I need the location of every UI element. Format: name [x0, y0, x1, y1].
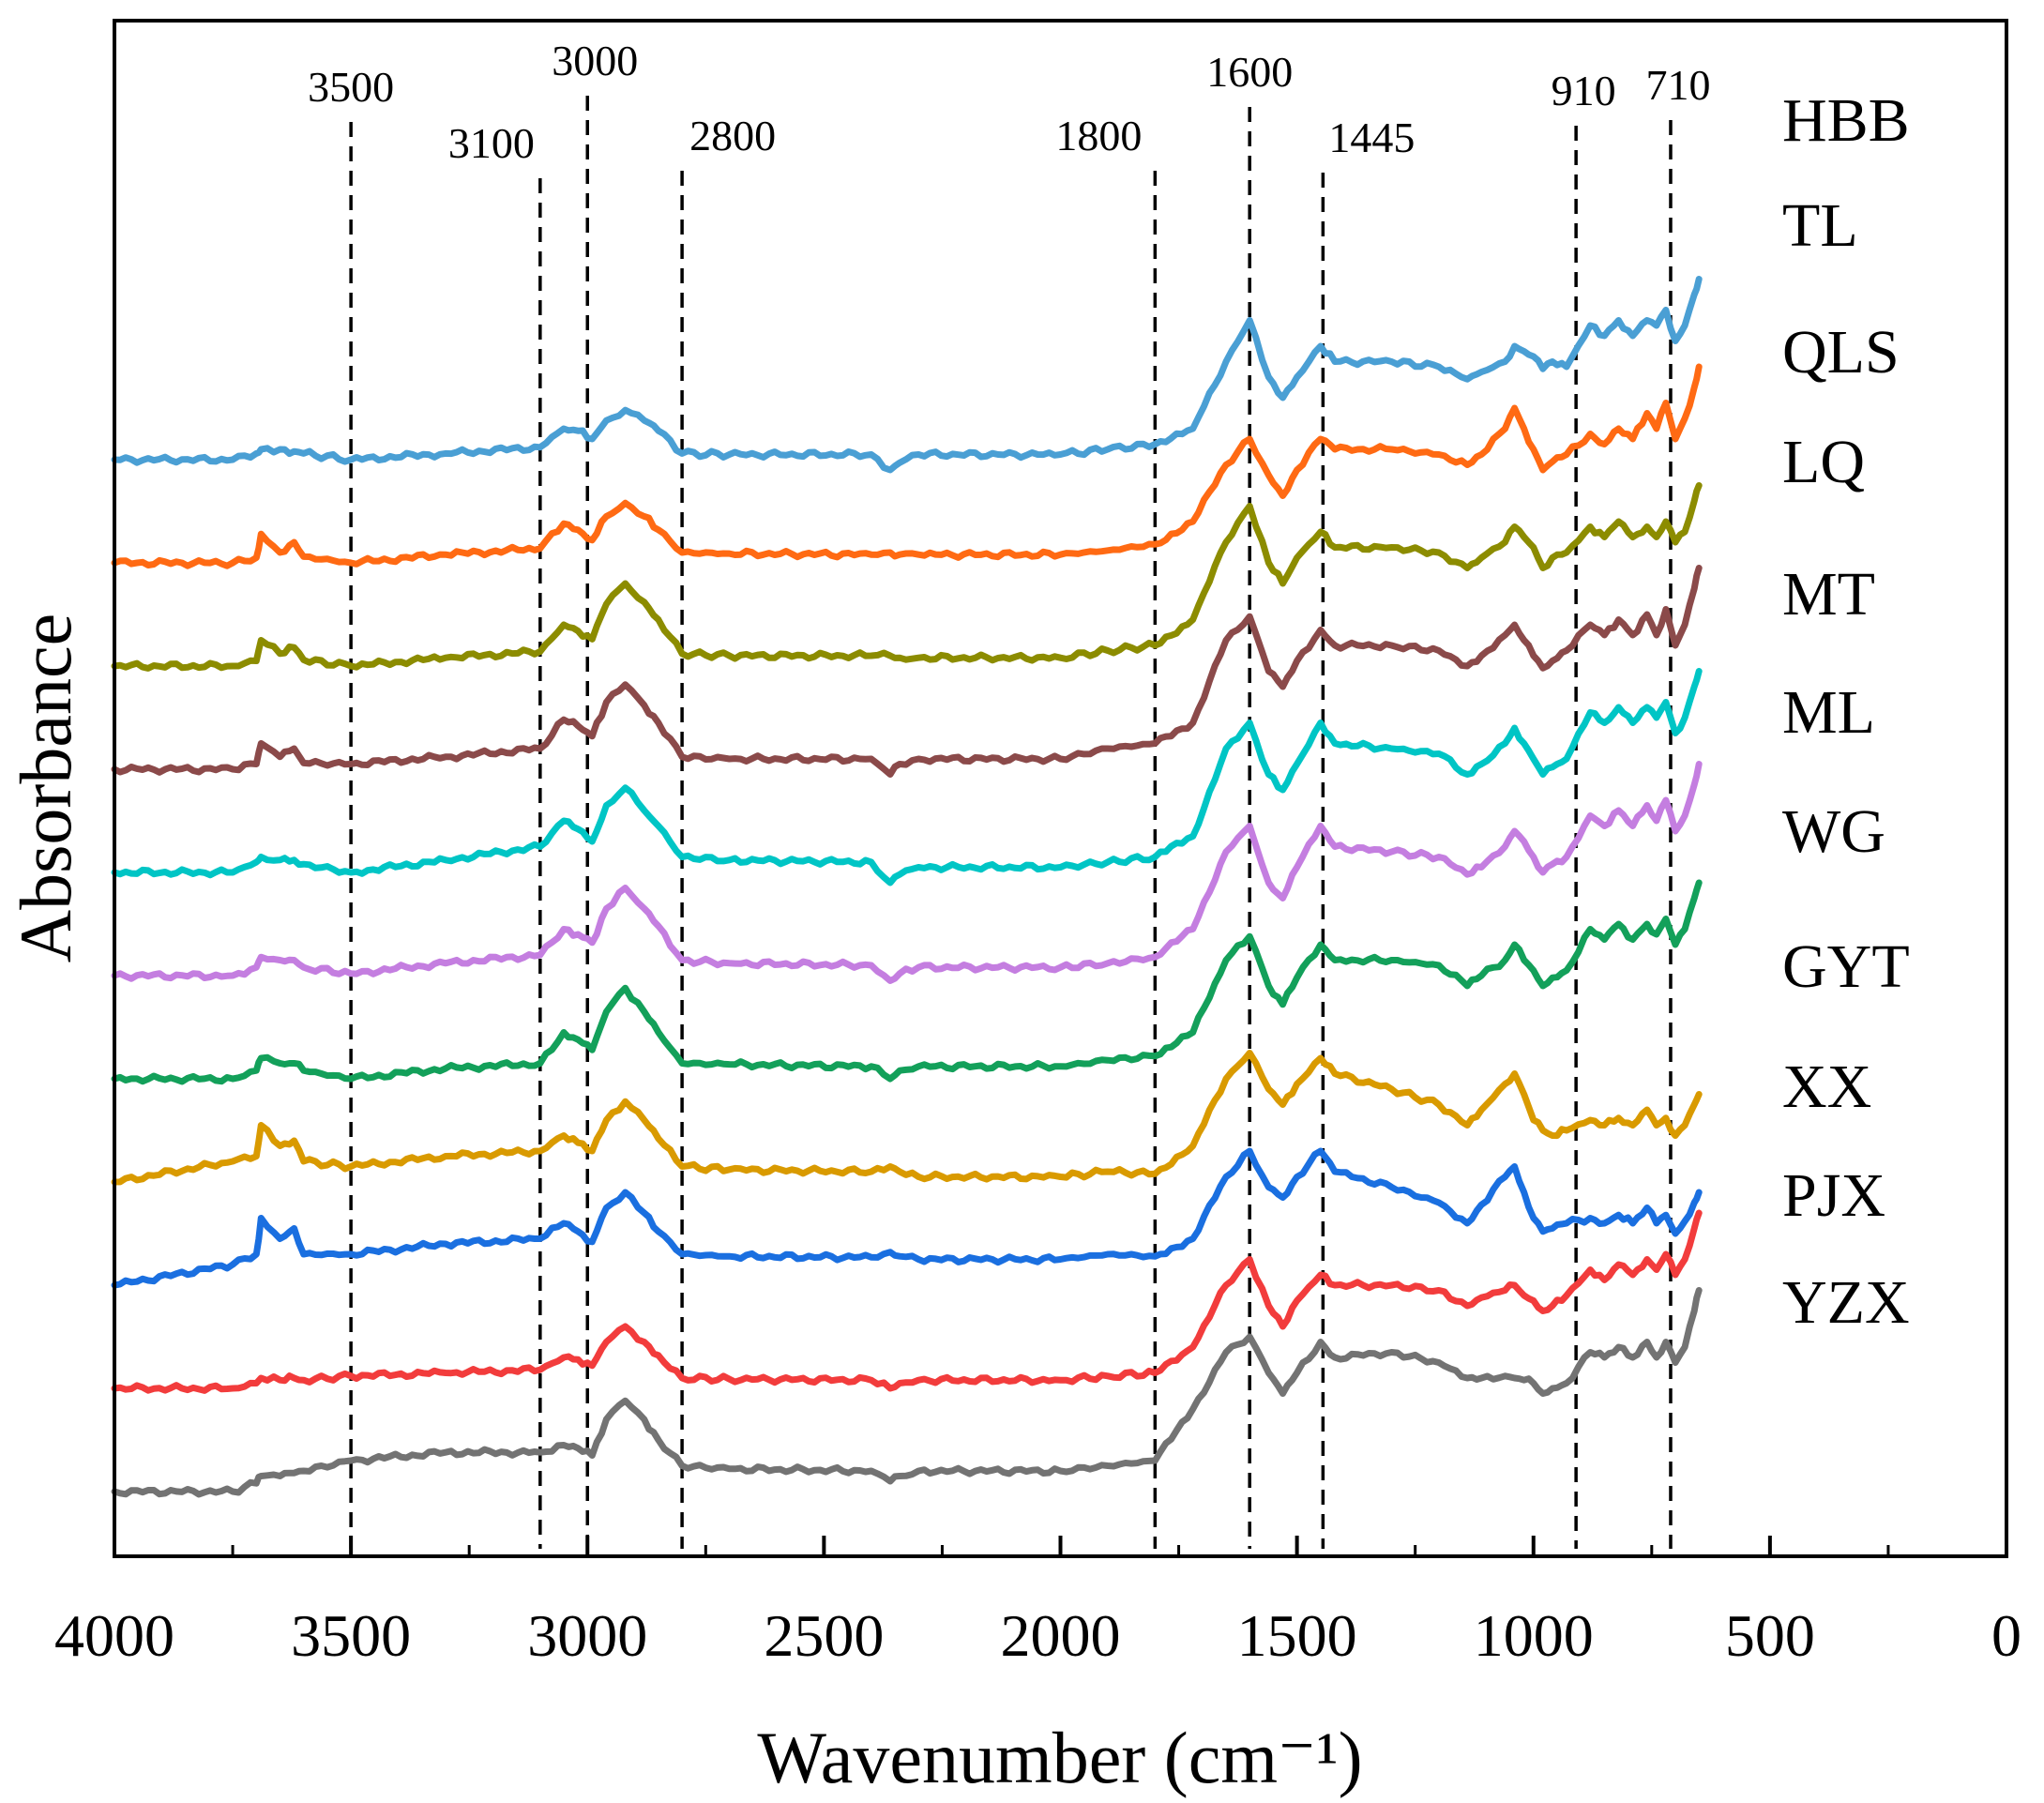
legend-label-qls: QLS: [1782, 318, 1900, 386]
series-line-wg: [111, 879, 1703, 1085]
reference-label-3000: 3000: [552, 37, 638, 84]
legend-label-wg: WG: [1782, 797, 1885, 866]
x-tick-label: 1000: [1474, 1602, 1594, 1669]
legend-label-hbb: HBB: [1782, 86, 1910, 155]
legend: HBB TL QLS LQ MT ML WG GYT XX PJX YZX: [1782, 86, 1910, 1337]
series-line-gyt: [111, 1050, 1703, 1186]
reference-label-910: 910: [1552, 67, 1616, 114]
series-line-xx: [111, 1147, 1703, 1289]
legend-label-tl: TL: [1782, 191, 1858, 260]
series-line-mt: [111, 668, 1703, 886]
x-tick-label: 1500: [1237, 1602, 1357, 1669]
legend-label-yzx: YZX: [1782, 1268, 1910, 1337]
spectra-series: [111, 276, 1703, 1498]
legend-label-gyt: GYT: [1782, 932, 1910, 1001]
x-tick-label: 3500: [291, 1602, 411, 1669]
legend-label-xx: XX: [1782, 1053, 1871, 1121]
series-line-pjx: [111, 1209, 1703, 1394]
x-tick-label: 500: [1725, 1602, 1815, 1669]
x-tick-label: 4000: [54, 1602, 174, 1669]
series-line-yzx: [111, 1287, 1703, 1498]
legend-label-lq: LQ: [1782, 428, 1865, 496]
reference-label-710: 710: [1645, 61, 1710, 109]
series-line-tl: [111, 363, 1703, 569]
reference-label-1800: 1800: [1055, 112, 1142, 159]
x-tick-label: 2500: [764, 1602, 884, 1669]
reference-label-2800: 2800: [689, 112, 776, 159]
x-tick-label: 2000: [1001, 1602, 1121, 1669]
x-tick-label: 0: [1991, 1602, 2021, 1669]
series-line-lq: [111, 565, 1703, 778]
series-line-hbb: [111, 276, 1703, 474]
reference-label-1600: 1600: [1206, 48, 1293, 96]
y-axis-label: Absorbance: [5, 614, 86, 963]
reference-label-3100: 3100: [448, 119, 535, 167]
x-axis: 4000 3500 3000 2500 2000 1500 1000 500 0: [54, 1536, 2021, 1669]
x-tick-label: 3000: [527, 1602, 647, 1669]
x-axis-label: Wavenumber (cm⁻¹): [757, 1717, 1362, 1798]
legend-label-ml: ML: [1782, 678, 1875, 747]
series-line-qls: [111, 482, 1703, 672]
legend-label-pjx: PJX: [1782, 1161, 1885, 1230]
reference-label-3500: 3500: [308, 63, 394, 111]
legend-label-mt: MT: [1782, 560, 1875, 629]
series-line-ml: [111, 761, 1703, 984]
reference-label-1445: 1445: [1328, 114, 1415, 161]
